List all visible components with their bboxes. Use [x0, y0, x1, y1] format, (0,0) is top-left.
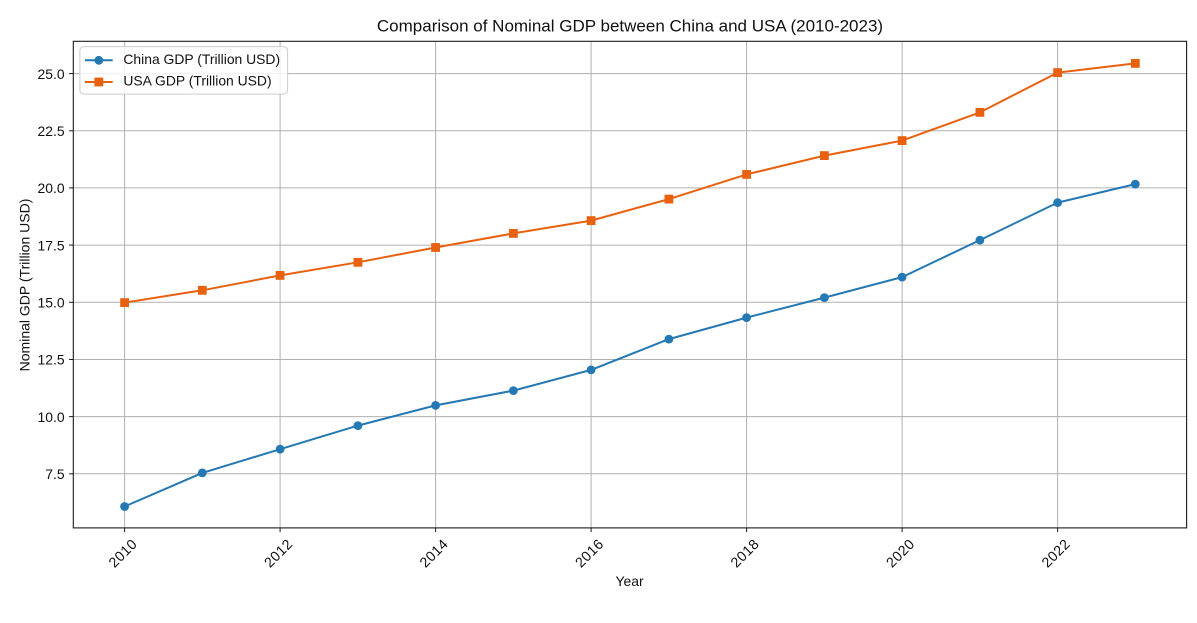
svg-text:Nominal GDP (Trillion USD): Nominal GDP (Trillion USD)	[16, 199, 32, 372]
svg-text:15.0: 15.0	[38, 295, 65, 311]
svg-text:Comparison of Nominal GDP betw: Comparison of Nominal GDP between China …	[377, 17, 883, 36]
svg-text:17.5: 17.5	[38, 237, 65, 253]
svg-text:12.5: 12.5	[38, 352, 65, 368]
svg-text:10.0: 10.0	[38, 409, 65, 425]
svg-text:Year: Year	[616, 573, 644, 589]
svg-text:USA GDP (Trillion USD): USA GDP (Trillion USD)	[123, 73, 271, 89]
svg-text:7.5: 7.5	[45, 466, 65, 482]
svg-text:25.0: 25.0	[38, 66, 65, 82]
svg-text:22.5: 22.5	[38, 123, 65, 139]
svg-text:China GDP (Trillion USD): China GDP (Trillion USD)	[123, 51, 280, 67]
svg-text:20.0: 20.0	[38, 180, 65, 196]
